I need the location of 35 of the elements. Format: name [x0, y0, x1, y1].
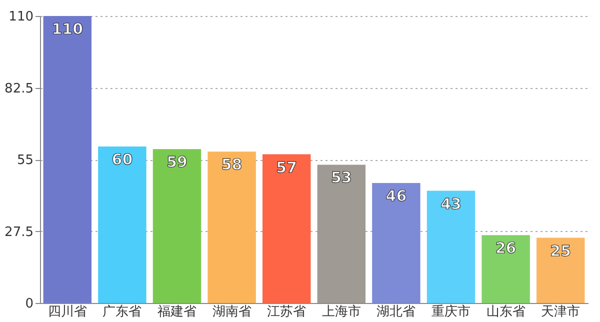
bar	[152, 149, 202, 303]
x-tick-label: 重庆市	[432, 304, 470, 320]
x-tick-label: 山东省	[486, 304, 526, 320]
bar	[372, 182, 420, 303]
data-label: 53	[330, 168, 352, 187]
x-tick-label: 天津市	[541, 304, 580, 320]
bar	[43, 16, 92, 303]
data-label: 46	[386, 186, 407, 205]
x-tick-label: 江苏省	[267, 304, 306, 320]
x-tick-label: 湖南省	[212, 304, 252, 320]
bar	[482, 235, 530, 303]
x-tick-label: 四川省	[48, 304, 87, 320]
bar	[262, 154, 311, 303]
y-tick-label: 0	[25, 296, 34, 312]
x-tick-label: 广东省	[102, 304, 142, 320]
data-label: 58	[221, 156, 242, 174]
data-label: 57	[276, 158, 298, 176]
data-label: 25	[550, 242, 572, 260]
bar	[98, 146, 146, 303]
bar	[317, 164, 366, 303]
bar	[536, 238, 585, 303]
data-label: 43	[440, 194, 462, 213]
data-label: 59	[166, 153, 188, 172]
y-tick-label: 27.5	[4, 224, 34, 240]
y-tick-label: 110	[8, 10, 34, 24]
x-tick-label: 上海市	[322, 304, 361, 320]
data-label: 60	[112, 150, 133, 168]
data-label: 110	[52, 20, 84, 38]
bar	[208, 152, 256, 303]
data-label: 26	[495, 239, 516, 258]
x-tick-label: 湖北省	[376, 304, 416, 320]
y-tick-label: 82.5	[4, 81, 34, 96]
y-tick-label: 55	[16, 153, 34, 168]
bar	[426, 190, 476, 303]
x-tick-label: 福建省	[158, 304, 196, 320]
